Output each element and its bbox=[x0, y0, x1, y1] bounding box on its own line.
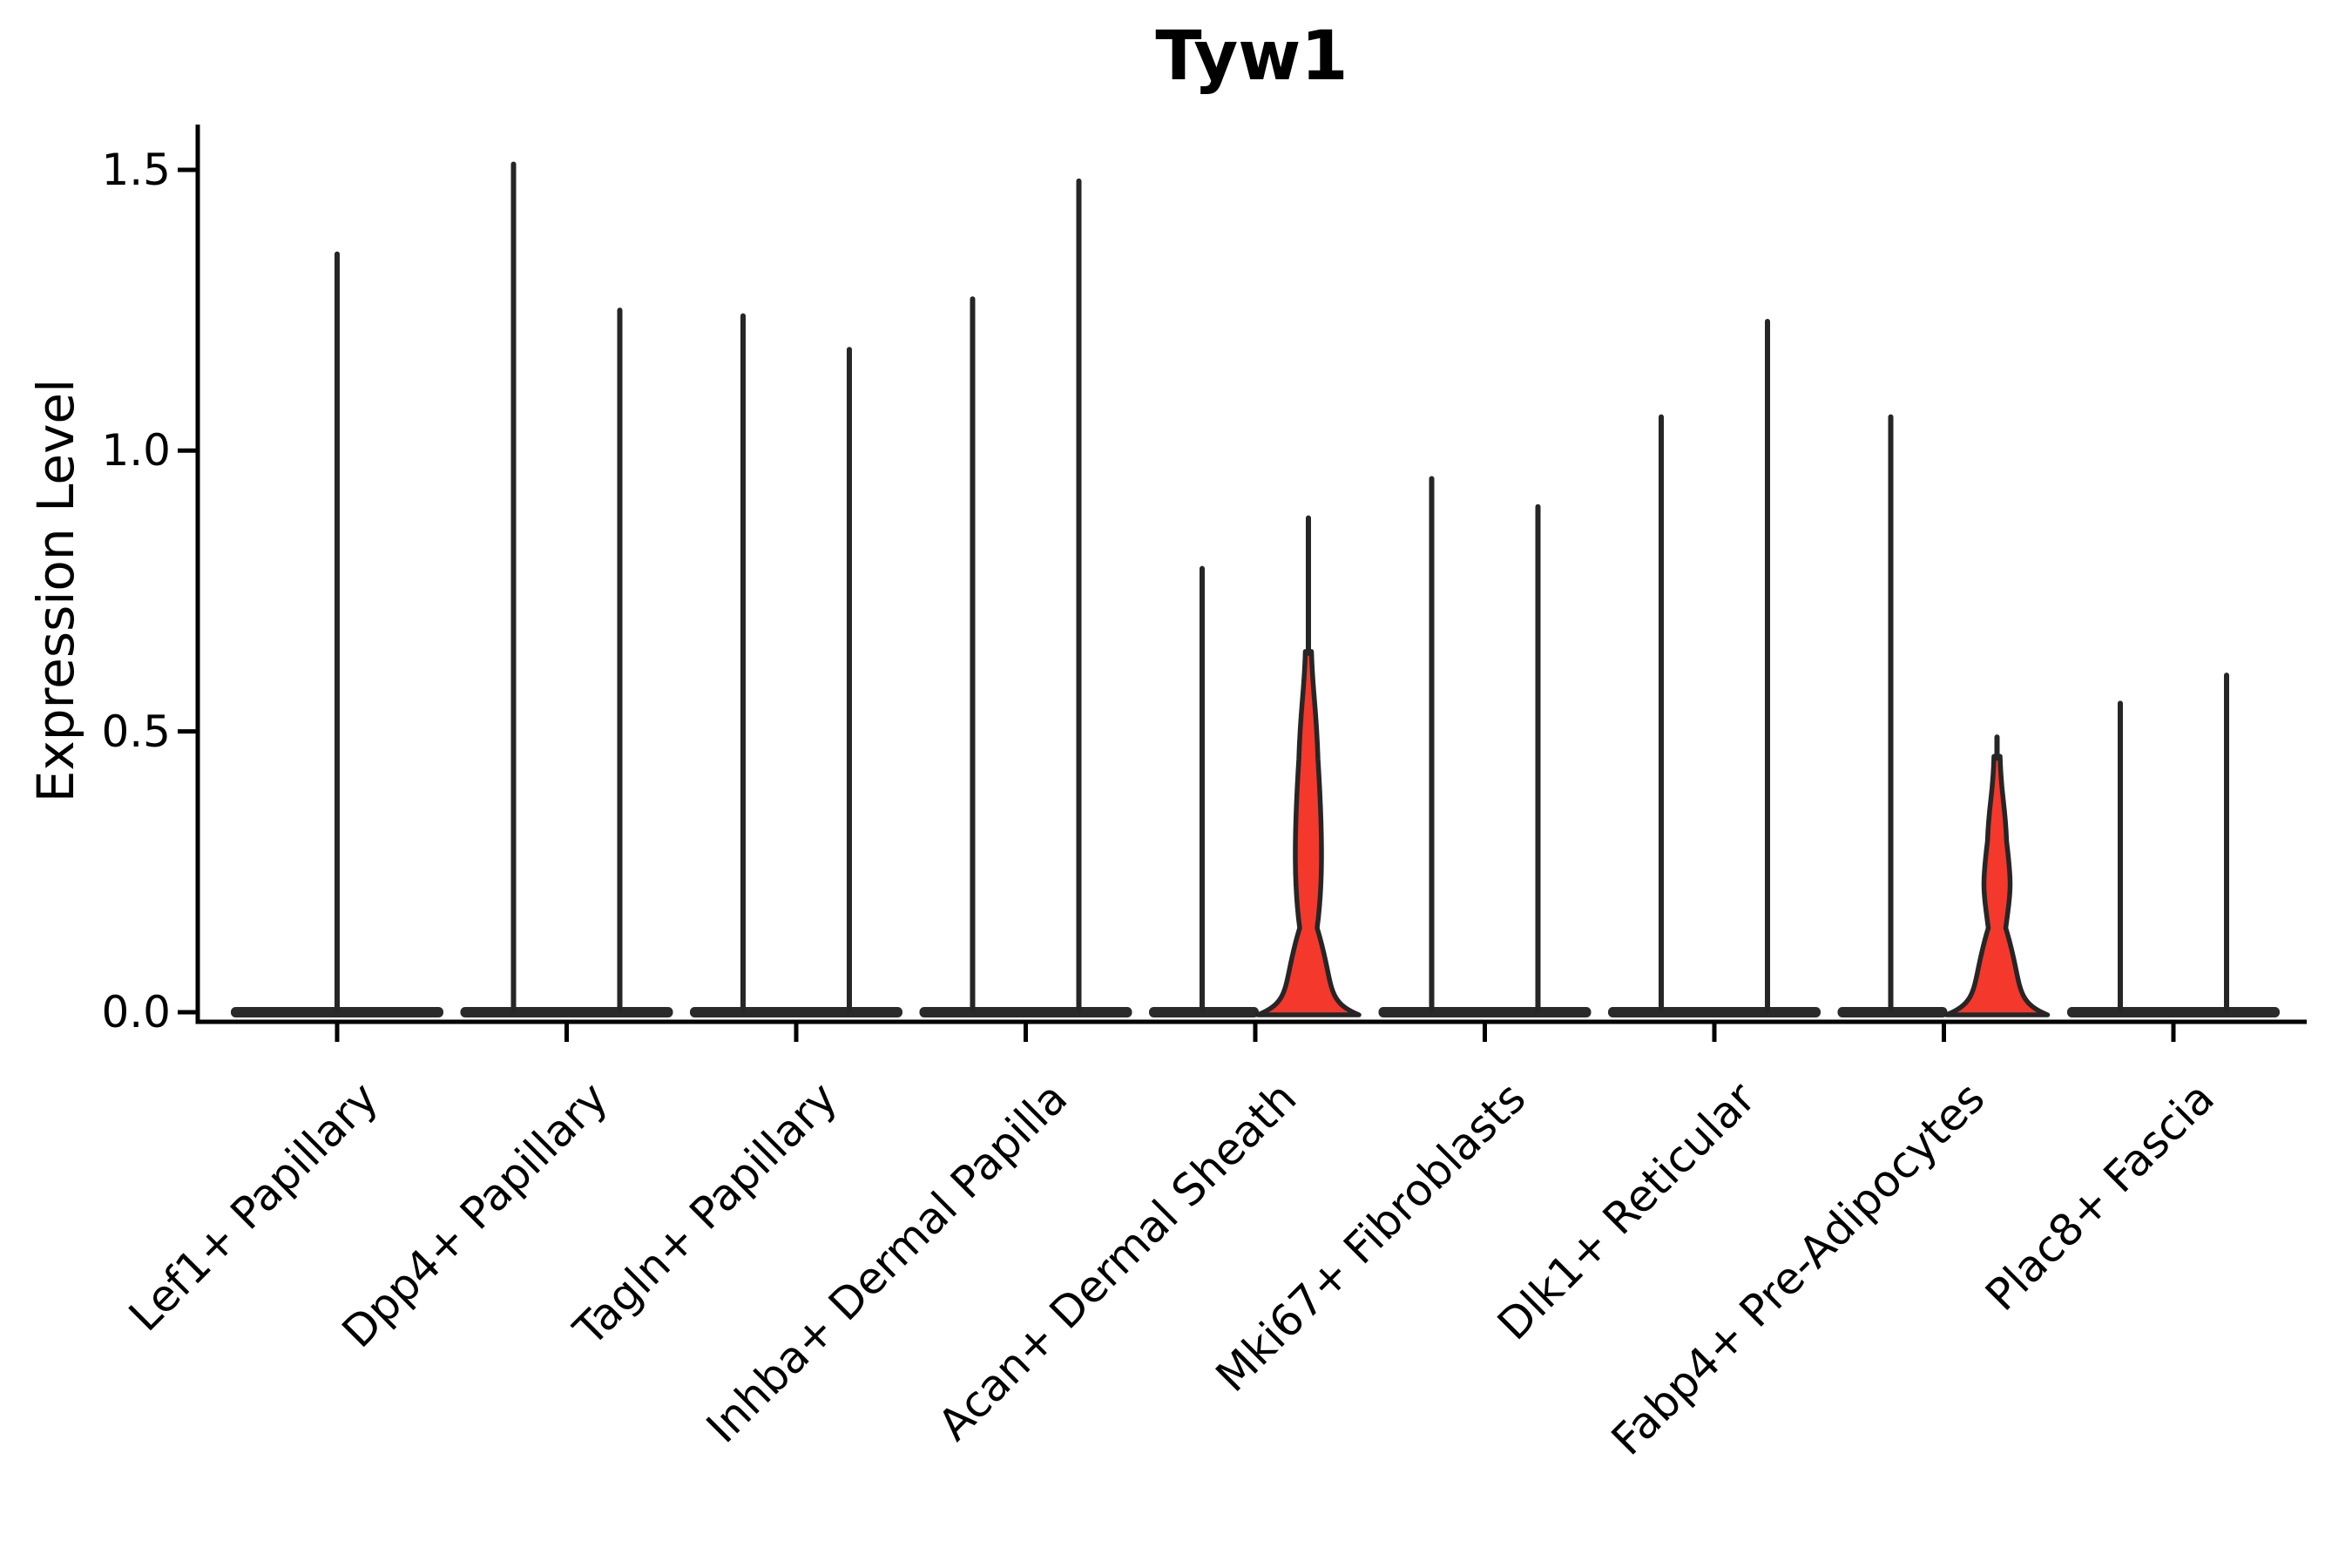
y-tick-label: 0.5 bbox=[101, 706, 171, 757]
violin-zero-body bbox=[1378, 1007, 1592, 1017]
y-axis-title: Expression Level bbox=[26, 378, 85, 803]
violin-body-highlighted bbox=[1255, 649, 1362, 1017]
violin-zero-body bbox=[1608, 1007, 1821, 1017]
chart-title: Tyw1 bbox=[1155, 17, 1348, 96]
violin-zero-body bbox=[919, 1007, 1132, 1017]
violin-zero-body bbox=[690, 1007, 902, 1017]
violin-zero-body bbox=[1149, 1007, 1259, 1017]
violin-zero-body bbox=[460, 1007, 673, 1017]
violin-body-highlighted bbox=[1943, 754, 2051, 1017]
y-tick-label: 0.0 bbox=[101, 987, 171, 1037]
y-tick-label: 1.5 bbox=[101, 144, 171, 195]
y-tick-label: 1.0 bbox=[101, 425, 171, 476]
violin-zero-body bbox=[2067, 1007, 2280, 1017]
violin-zero-body bbox=[1837, 1007, 1948, 1017]
